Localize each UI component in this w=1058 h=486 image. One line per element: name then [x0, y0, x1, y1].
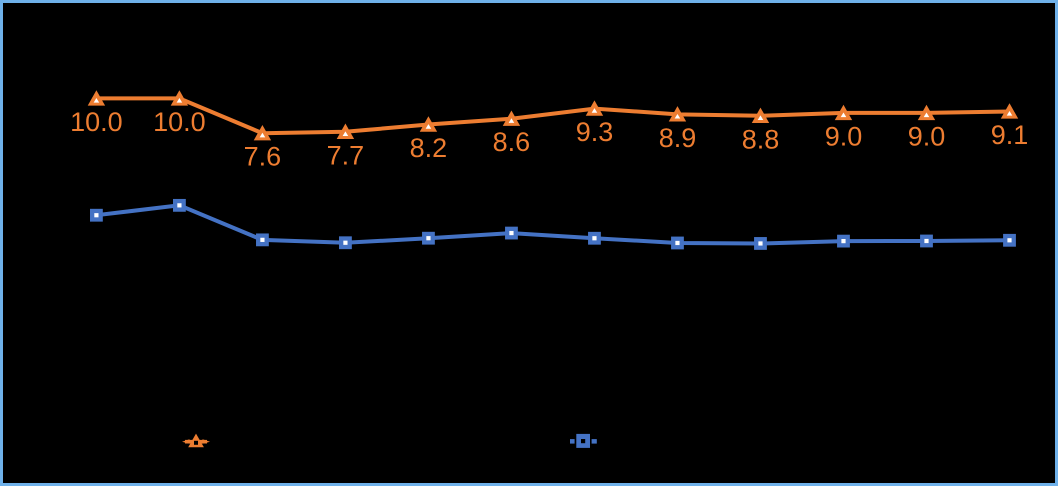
svg-text:8.2: 8.2 — [410, 133, 448, 163]
svg-text:9.3: 9.3 — [576, 117, 614, 147]
svg-text:7.6: 7.6 — [244, 142, 282, 172]
svg-text:9.0: 9.0 — [908, 121, 946, 151]
svg-text:7.7: 7.7 — [327, 140, 365, 170]
svg-text:8.9: 8.9 — [659, 123, 697, 153]
svg-text:8.6: 8.6 — [493, 127, 531, 157]
svg-text:9.0: 9.0 — [825, 121, 863, 151]
svg-text:10.0: 10.0 — [70, 107, 123, 137]
svg-text:9.1: 9.1 — [991, 120, 1029, 150]
svg-text:8.8: 8.8 — [742, 124, 780, 154]
svg-text:10.0: 10.0 — [153, 107, 206, 137]
